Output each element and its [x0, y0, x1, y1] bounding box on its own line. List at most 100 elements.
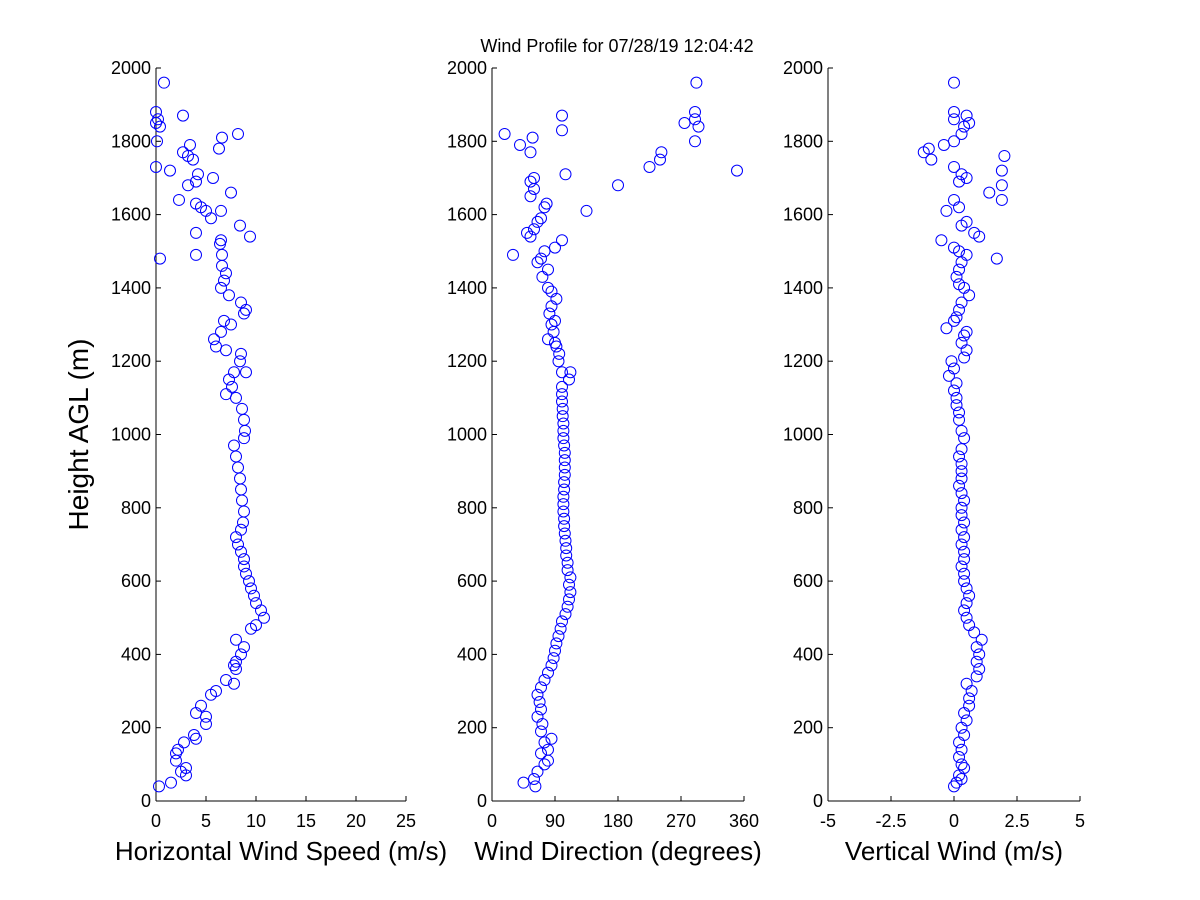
speed-x-tick-label: 10 — [246, 811, 266, 831]
direction-data-point — [543, 307, 556, 320]
speed-data-point — [151, 135, 163, 148]
vertical-data-point — [955, 127, 968, 140]
direction-data-point — [540, 197, 553, 210]
direction-data-point — [559, 608, 572, 621]
speed-data-point — [178, 736, 190, 749]
vertical-x-tick-label: 5 — [1075, 811, 1085, 831]
direction-data-point — [533, 696, 546, 709]
speed-data-point — [258, 611, 270, 624]
speed-x-tick-label: 25 — [396, 811, 416, 831]
direction-data-point — [531, 215, 544, 228]
speed-data-point — [235, 296, 247, 309]
direction-data-point — [531, 765, 544, 778]
vertical-data-point — [955, 424, 968, 437]
vertical-x-tick-label: 2.5 — [1004, 811, 1029, 831]
direction-data-point — [557, 432, 570, 445]
direction-data-point — [558, 476, 571, 489]
speed-data-point — [225, 318, 237, 331]
direction-y-tick-label: 1200 — [447, 351, 487, 371]
direction-data-point — [535, 725, 547, 738]
direction-data-point — [524, 230, 537, 243]
speed-data-point — [208, 333, 220, 346]
vertical-data-point — [955, 523, 968, 536]
speed-data-point — [173, 193, 185, 206]
speed-y-tick-label: 1600 — [111, 205, 151, 225]
vertical-data-point — [950, 399, 963, 412]
vertical-data-point — [953, 413, 966, 426]
vertical-data-point — [948, 135, 960, 148]
speed-data-point — [177, 146, 189, 159]
direction-data-point — [542, 263, 554, 276]
vertical-data-point — [960, 582, 973, 595]
speed-data-point — [238, 505, 250, 518]
vertical-data-point — [948, 241, 960, 254]
vertical-data-point — [948, 105, 960, 118]
direction-data-point — [535, 212, 547, 225]
vertical-data-point — [960, 597, 973, 610]
speed-data-point — [188, 729, 200, 742]
speed-data-point — [220, 267, 232, 280]
vertical-data-point — [955, 509, 968, 522]
speed-data-point — [165, 776, 177, 789]
direction-data-point — [538, 674, 551, 687]
vertical-y-tick-label: 1800 — [783, 131, 823, 151]
vertical-x-tick-label: 0 — [949, 811, 959, 831]
direction-data-point — [552, 630, 565, 643]
direction-data-point — [561, 564, 574, 577]
speed-data-point — [232, 461, 244, 474]
speed-data-point — [190, 175, 202, 188]
figure-title: Wind Profile for 07/28/19 12:04:42 — [480, 36, 753, 56]
vertical-data-point — [958, 545, 971, 558]
speed-points — [150, 76, 270, 793]
speed-data-point — [200, 710, 212, 723]
direction-data-point — [558, 483, 571, 496]
direction-data-point — [563, 593, 575, 606]
vertical-data-point — [953, 175, 966, 188]
speed-data-point — [216, 131, 228, 144]
speed-x-tick-label: 0 — [151, 811, 161, 831]
direction-data-point — [528, 223, 540, 236]
speed-data-point — [232, 538, 244, 551]
speed-y-tick-label: 600 — [121, 571, 151, 591]
vertical-y-tick-label: 2000 — [783, 58, 823, 78]
vertical-data-point — [995, 164, 1008, 177]
direction-x-tick-label: 360 — [729, 811, 759, 831]
vertical-data-point — [950, 377, 963, 390]
vertical-data-point — [955, 465, 968, 478]
direction-data-point — [556, 402, 569, 415]
direction-y-tick-label: 200 — [457, 718, 487, 738]
speed-data-point — [216, 248, 228, 261]
speed-data-point — [214, 237, 226, 250]
vertical-data-point — [953, 278, 966, 291]
vertical-data-point — [955, 560, 968, 573]
vertical-data-point — [960, 109, 973, 122]
direction-data-point — [556, 234, 568, 247]
vertical-data-point — [958, 707, 971, 720]
speed-data-point — [237, 516, 249, 529]
vertical-data-point — [970, 655, 983, 668]
vertical-y-tick-label: 1400 — [783, 278, 823, 298]
direction-y-tick-label: 0 — [477, 791, 487, 811]
direction-data-point — [549, 336, 561, 349]
vertical-data-point — [958, 494, 971, 507]
vertical-data-point — [973, 648, 986, 661]
speed-data-point — [180, 762, 192, 775]
vertical-data-point — [995, 179, 1008, 192]
vertical-data-point — [975, 633, 988, 646]
vertical-data-point — [958, 762, 971, 775]
speed-data-point — [164, 164, 176, 177]
speed-data-point — [236, 402, 248, 415]
vertical-data-point — [942, 369, 955, 382]
direction-data-point — [557, 490, 570, 503]
vertical-data-point — [958, 432, 971, 445]
vertical-data-point — [958, 516, 971, 529]
speed-data-point — [154, 120, 166, 133]
vertical-x-axis-label: Vertical Wind (m/s) — [845, 836, 1063, 866]
vertical-data-point — [955, 758, 968, 771]
vertical-data-point — [960, 714, 973, 727]
vertical-data-point — [953, 769, 966, 782]
vertical-data-point — [948, 76, 960, 89]
speed-data-point — [238, 560, 250, 573]
speed-data-point — [235, 545, 247, 558]
